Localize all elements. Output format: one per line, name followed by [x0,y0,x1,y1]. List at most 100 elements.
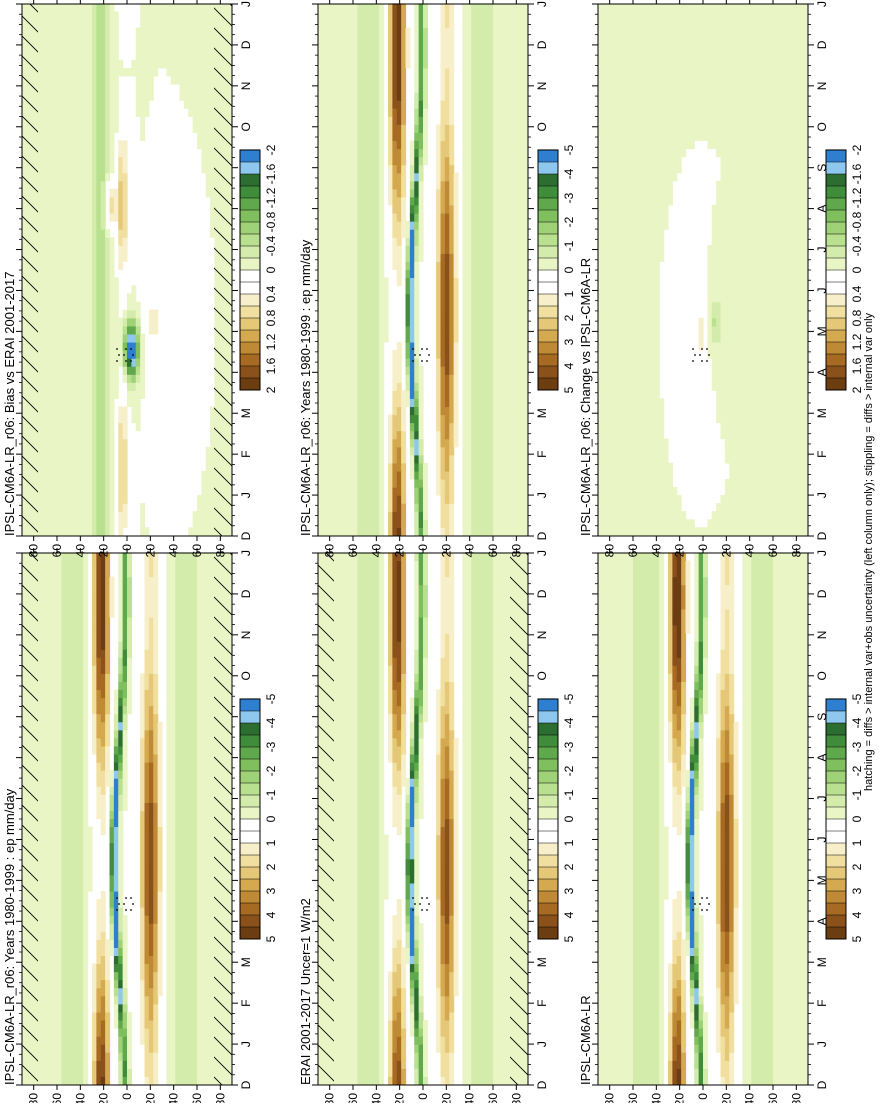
heatmap-cell [40,891,45,900]
heatmap-cell [184,649,189,658]
heatmap-cell [175,947,180,956]
heatmap-cell [145,939,150,948]
heatmap-cell [197,746,202,755]
heatmap-cell [344,939,349,948]
heatmap-cell [206,1068,211,1077]
heatmap-cell [101,714,106,723]
heatmap-cell [171,681,176,690]
heatmap-cell [206,633,211,642]
heatmap-cell [158,826,163,835]
heatmap-cell [158,762,163,771]
heatmap-cell [48,649,53,658]
heatmap-cell [349,1028,354,1037]
heatmap-cell [441,875,446,884]
heatmap-cell [40,867,45,876]
heatmap-cell [476,1036,481,1045]
heatmap-cell [166,689,171,698]
heatmap-cell [366,1060,371,1069]
heatmap-cell [397,915,402,924]
heatmap-cell [75,722,80,731]
heatmap-cell [83,931,88,940]
heatmap-cell [101,899,106,908]
heatmap-cell [414,931,419,940]
heatmap-cell [419,722,424,731]
heatmap-cell [462,1044,467,1053]
heatmap-cell [123,996,128,1005]
heatmap-cell [497,923,502,932]
heatmap-cell [96,625,101,634]
heatmap-cell [493,963,498,972]
heatmap-cell [480,762,485,771]
heatmap-cell [180,730,185,739]
heatmap-cell [53,778,58,787]
heatmap-cell [362,875,367,884]
heatmap-cell [88,851,93,860]
heatmap-cell [502,778,507,787]
heatmap-cell [375,1044,380,1053]
heatmap-cell [414,955,419,964]
heatmap-cell [70,657,75,666]
heatmap-cell [83,657,88,666]
heatmap-cell [471,697,476,706]
heatmap-cell [336,826,341,835]
heatmap-cell [88,875,93,884]
heatmap-cell [476,1028,481,1037]
heatmap-cell [471,907,476,916]
heatmap-cell [171,923,176,932]
heatmap-cell [166,988,171,997]
heatmap-cell [75,972,80,981]
heatmap-cell [114,867,119,876]
heatmap-cell [206,907,211,916]
heatmap-cell [145,657,150,666]
heatmap-cell [410,915,415,924]
heatmap-cell [166,802,171,811]
heatmap-cell [371,818,376,827]
heatmap-cell [493,939,498,948]
heatmap-cell [180,826,185,835]
heatmap-cell [410,980,415,989]
heatmap-cell [449,947,454,956]
heatmap-cell [197,577,202,586]
heatmap-cell [497,859,502,868]
heatmap-cell [353,1036,358,1045]
heatmap-cell [184,706,189,715]
heatmap-cell [336,1036,341,1045]
heatmap-cell [397,714,402,723]
heatmap-cell [419,1052,424,1061]
heatmap-cell [441,851,446,860]
heatmap-cell [57,681,62,690]
heatmap-cell [114,714,119,723]
heatmap-cell [362,851,367,860]
heatmap-cell [414,963,419,972]
heatmap-cell [53,609,58,618]
heatmap-cell [201,1012,206,1021]
heatmap-cell [497,1028,502,1037]
heatmap-cell [371,778,376,787]
heatmap-cell [344,1012,349,1021]
heatmap-cell [171,738,176,747]
heatmap-cell [471,923,476,932]
heatmap-cell [166,826,171,835]
heatmap-cell [75,810,80,819]
heatmap-cell [454,947,459,956]
heatmap-cell [166,778,171,787]
heatmap-cell [149,988,154,997]
heatmap-cell [193,818,198,827]
heatmap-cell [57,560,62,569]
heatmap-cell [140,835,145,844]
heatmap-cell [153,859,158,868]
heatmap-cell [344,875,349,884]
heatmap-cell [166,649,171,658]
heatmap-cell [70,947,75,956]
heatmap-cell [201,714,206,723]
heatmap-cell [197,843,202,852]
heatmap-cell [127,641,132,650]
heatmap-cell [476,851,481,860]
heatmap-cell [388,746,393,755]
heatmap-cell [406,802,411,811]
heatmap-cell [353,754,358,763]
heatmap-cell [193,569,198,578]
heatmap-cell [70,673,75,682]
heatmap-cell [66,681,71,690]
heatmap-cell [66,593,71,602]
